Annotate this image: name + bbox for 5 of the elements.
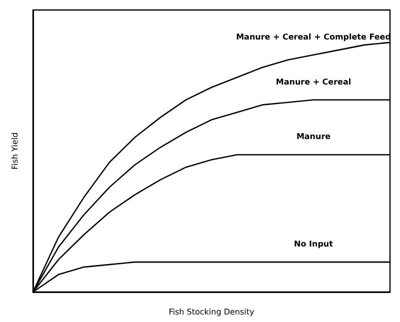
x-axis-title: Fish Stocking Density [168,308,255,316]
y-axis-title: Fish Yield [10,132,20,170]
series-label: Manure + Cereal [276,77,352,86]
series-label: Manure [296,132,332,142]
series-label: No Input [294,240,334,249]
